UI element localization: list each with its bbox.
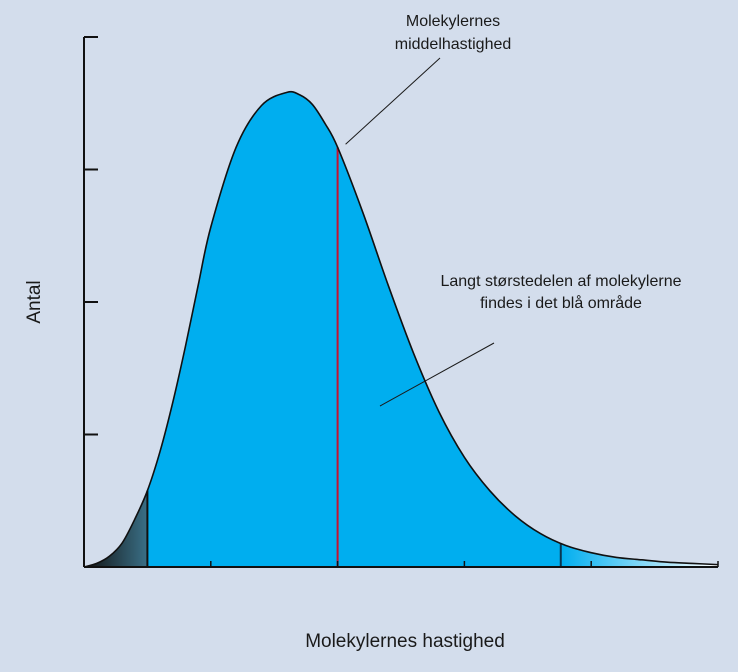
- annotation-blue-area-leader: [379, 342, 495, 407]
- area-fills: [84, 91, 718, 567]
- annotation-line: middelhastighed: [395, 36, 512, 53]
- area-fill-high-speed: [560, 543, 718, 567]
- distribution-curve: [83, 90, 719, 568]
- area-fill-low-speed: [84, 490, 148, 567]
- region-boundaries: [146, 490, 562, 567]
- y-axis-label: Antal: [24, 280, 45, 323]
- x-ticks: [210, 561, 719, 567]
- annotation-mean-label: Molekylernes middelhastighed: [395, 13, 512, 53]
- y-ticks: [84, 36, 98, 436]
- annotation-line: Molekylernes: [406, 13, 500, 30]
- x-axis-label: Molekylernes hastighed: [305, 631, 505, 652]
- annotation-blue-area-label: Langt størstedelen af molekylerne findes …: [440, 273, 681, 312]
- annotations: Molekylernes middelhastighed Langt størst…: [345, 13, 682, 407]
- annotation-line: Langt størstedelen af molekylerne: [440, 273, 681, 290]
- area-fill-blue: [147, 91, 561, 567]
- axes: [83, 36, 719, 568]
- annotation-mean-leader: [345, 57, 441, 145]
- annotation-line: findes i det blå område: [480, 294, 642, 312]
